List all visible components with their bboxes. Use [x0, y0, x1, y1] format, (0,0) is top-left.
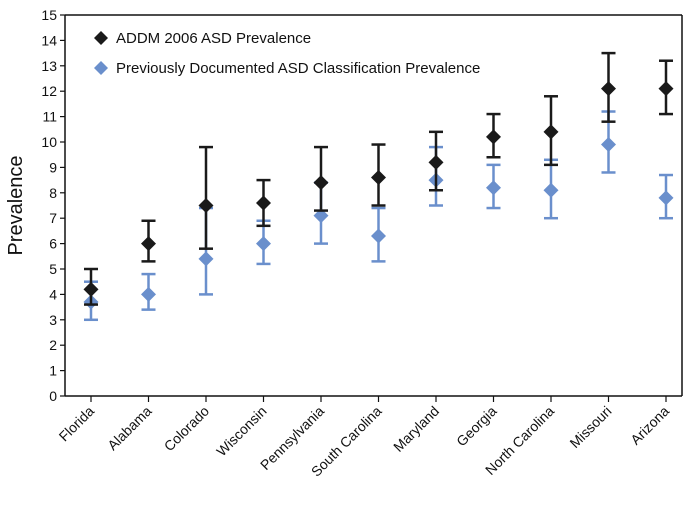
data-point: [658, 81, 674, 97]
data-point: [371, 228, 386, 244]
y-tick-label: 2: [49, 337, 57, 353]
data-point: [83, 281, 99, 297]
plot-area: [83, 51, 674, 322]
legend-marker: [94, 31, 108, 45]
data-point: [543, 182, 559, 198]
y-tick-label: 15: [41, 7, 57, 23]
x-tick-label: Colorado: [161, 403, 213, 455]
x-tick-label: Georgia: [453, 403, 500, 450]
x-axis: Florida Alabama Colorado WisconsinPennsylva…: [56, 395, 682, 480]
y-tick-label: 12: [41, 83, 57, 99]
y-tick-label: 0: [49, 388, 57, 404]
y-tick-label: 3: [49, 312, 57, 328]
y-tick-label: 14: [41, 32, 57, 48]
x-tick-label: Maryland: [390, 403, 442, 455]
y-tick-label: 1: [49, 363, 57, 379]
series-addm: [83, 51, 674, 306]
legend-marker: [94, 61, 108, 75]
x-tick-label: Missouri: [566, 403, 614, 451]
data-point: [371, 170, 386, 186]
series-previously-documented: [83, 110, 674, 322]
y-axis-title: Prevalence: [5, 155, 27, 255]
data-point: [256, 195, 271, 211]
data-point: [313, 175, 329, 191]
y-tick-label: 4: [49, 286, 57, 302]
y-tick-label: 11: [42, 109, 57, 125]
legend: ADDM 2006 ASD Prevalence Previously Docum…: [94, 30, 480, 77]
legend-label: Previously Documented ASD Classification…: [116, 60, 480, 77]
y-tick-label: 6: [49, 236, 57, 252]
x-tick-label: Florida: [56, 403, 98, 445]
y-tick-label: 13: [41, 58, 57, 74]
data-point: [198, 198, 214, 213]
data-point: [486, 180, 501, 196]
y-tick-label: 8: [49, 185, 57, 201]
data-point: [658, 190, 674, 206]
data-point: [486, 129, 501, 145]
y-tick-label: 9: [49, 159, 57, 175]
x-tick-label: Arizona: [627, 403, 672, 448]
data-point: [256, 236, 271, 252]
data-point: [141, 286, 156, 302]
y-tick-label: 7: [49, 210, 57, 226]
data-point: [543, 124, 559, 140]
x-tick-label: Alabama: [104, 403, 155, 454]
data-point: [601, 137, 616, 153]
y-tick-label: 10: [41, 134, 57, 150]
legend-label: ADDM 2006 ASD Prevalence: [116, 30, 311, 47]
data-point: [313, 208, 329, 224]
data-point: [601, 81, 616, 97]
y-tick-label: 5: [49, 261, 57, 277]
data-point: [141, 236, 156, 252]
data-point: [198, 251, 214, 267]
x-tick-label: Wisconsin: [213, 403, 269, 459]
data-point: [428, 154, 444, 170]
